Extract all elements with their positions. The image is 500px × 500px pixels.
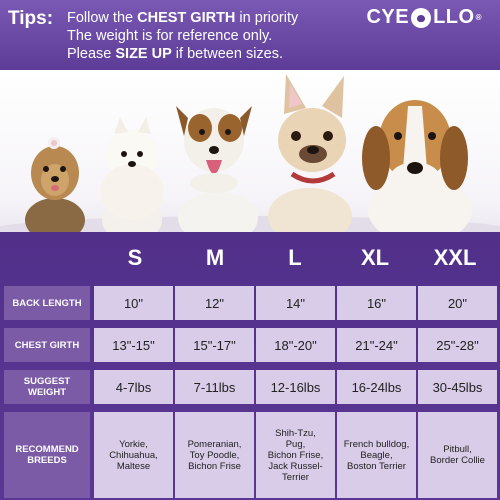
size-header-m: M: [205, 245, 225, 270]
chest-girth-s: 13"-15": [94, 328, 173, 362]
chest-girth-xxl: 25"-28": [418, 328, 497, 362]
row-label-recommend-breeds: RECOMMEND BREEDS: [4, 412, 90, 498]
breeds-xxl: Pitbull, Border Collie: [418, 412, 497, 498]
beagle-dog: [362, 100, 472, 232]
suggest-weight-s: 4-7lbs: [94, 370, 173, 404]
tips-label: Tips:: [8, 8, 54, 29]
size-header-xl: XL: [360, 245, 390, 270]
dogs-photo: [0, 70, 500, 232]
breeds-m: Pomeranian, Toy Poodle, Bichon Frise: [175, 412, 254, 498]
chest-girth-xl: 21"-24": [337, 328, 416, 362]
dogs-illustration: [0, 74, 500, 232]
back-length-l: 14": [256, 286, 335, 320]
paw-icon: [411, 7, 432, 28]
breeds-l: Shih-Tzu, Pug, Bichon Frise, Jack Russel…: [256, 412, 335, 498]
back-length-m: 12": [175, 286, 254, 320]
tips-header: Tips: Follow the CHEST GIRTH in priority…: [0, 0, 500, 70]
brand-logo: CYE LLO ®: [366, 6, 482, 28]
chest-girth-m: 15"-17": [175, 328, 254, 362]
breeds-xl: French bulldog, Beagle, Boston Terrier: [337, 412, 416, 498]
pomeranian-dog: [100, 117, 164, 232]
tip-line-3: Please SIZE UP if between sizes.: [67, 46, 284, 62]
back-length-s: 10": [94, 286, 173, 320]
row-label-back-length: BACK LENGTH: [4, 286, 90, 320]
suggest-weight-l: 12-16lbs: [256, 370, 335, 404]
tip-line-1: Follow the CHEST GIRTH in priority: [67, 10, 299, 26]
size-header-xxl: XXL: [433, 245, 477, 270]
suggest-weight-xl: 16-24lbs: [337, 370, 416, 404]
suggest-weight-m: 7-11lbs: [175, 370, 254, 404]
back-length-xxl: 20": [418, 286, 497, 320]
back-length-xl: 16": [337, 286, 416, 320]
tips-text: Follow the CHEST GIRTH in priority The w…: [67, 9, 347, 63]
french-bulldog-dog: [268, 74, 352, 232]
size-header-l: L: [288, 245, 302, 270]
jack-russell-dog: [176, 106, 258, 232]
tip-line-2: The weight is for reference only.: [67, 28, 273, 44]
row-label-chest-girth: CHEST GIRTH: [4, 328, 90, 362]
chest-girth-l: 18"-20": [256, 328, 335, 362]
size-header-s: S: [127, 245, 143, 270]
suggest-weight-xxl: 30-45lbs: [418, 370, 497, 404]
row-label-suggest-weight: SUGGEST WEIGHT: [4, 370, 90, 404]
breeds-s: Yorkie, Chihuahua, Maltese: [94, 412, 173, 498]
yorkie-dog: [25, 137, 85, 232]
